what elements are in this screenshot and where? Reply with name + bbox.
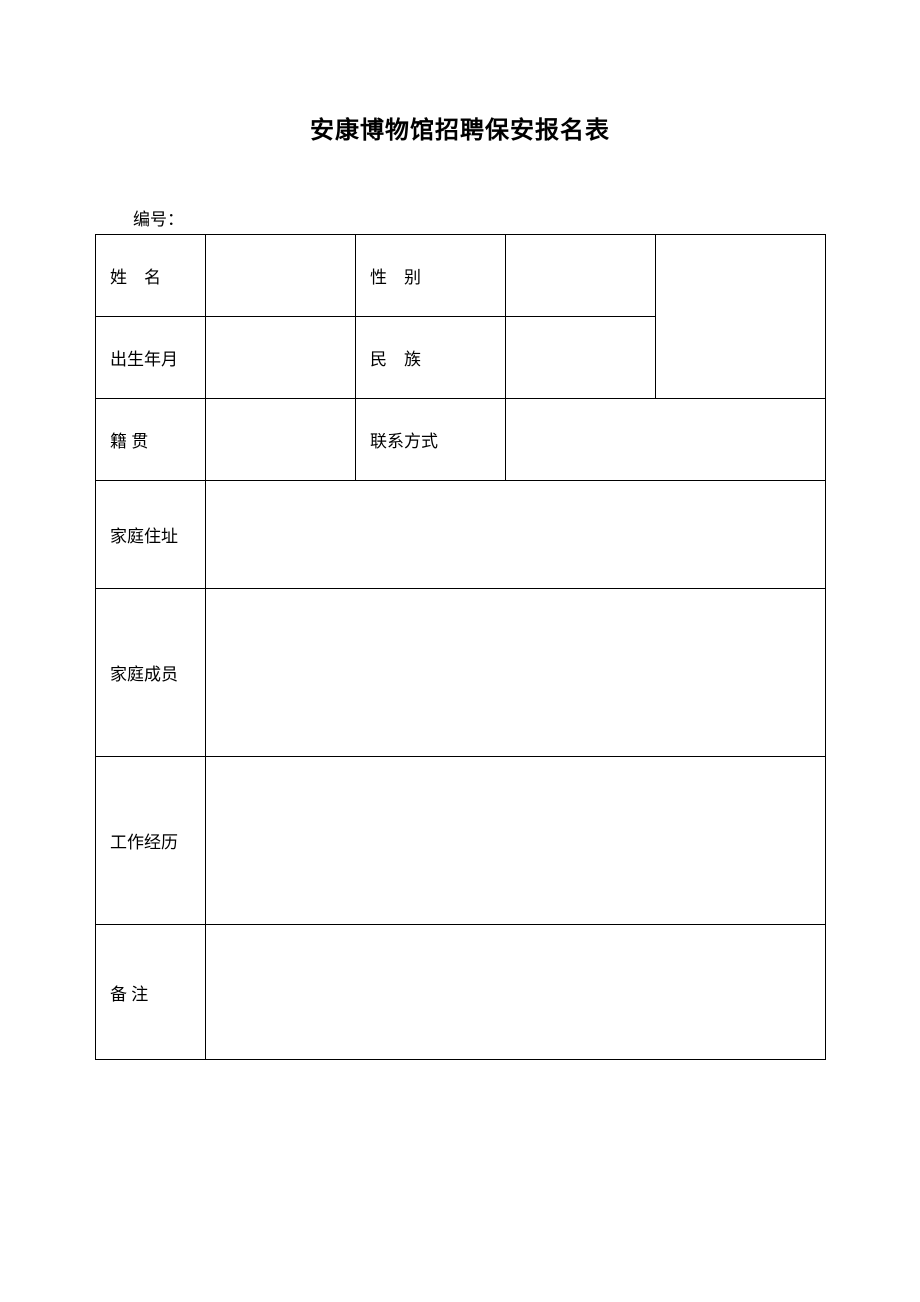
label-family: 家庭成员 [96, 589, 206, 757]
form-title: 安康博物馆招聘保安报名表 [95, 110, 825, 145]
row-family: 家庭成员 [96, 589, 826, 757]
row-name-gender: 姓 名 性 别 [96, 235, 826, 317]
serial-number-label: 编号： [133, 205, 825, 230]
row-native-contact: 籍 贯 联系方式 [96, 399, 826, 481]
label-gender: 性 别 [356, 235, 506, 317]
photo-cell [656, 235, 826, 399]
value-work-history [206, 757, 826, 925]
label-remarks: 备 注 [96, 925, 206, 1060]
row-remarks: 备 注 [96, 925, 826, 1060]
label-ethnicity: 民 族 [356, 317, 506, 399]
value-gender [506, 235, 656, 317]
value-name [206, 235, 356, 317]
value-ethnicity [506, 317, 656, 399]
value-family [206, 589, 826, 757]
value-native-place [206, 399, 356, 481]
row-address: 家庭住址 [96, 481, 826, 589]
value-address [206, 481, 826, 589]
row-work-history: 工作经历 [96, 757, 826, 925]
registration-form-table: 姓 名 性 别 出生年月 民 族 籍 贯 联系方式 家庭住址 家庭成员 [95, 234, 826, 1060]
value-birth [206, 317, 356, 399]
label-birth: 出生年月 [96, 317, 206, 399]
label-address: 家庭住址 [96, 481, 206, 589]
label-native-place: 籍 贯 [96, 399, 206, 481]
label-contact: 联系方式 [356, 399, 506, 481]
value-remarks [206, 925, 826, 1060]
value-contact [506, 399, 826, 481]
label-work-history: 工作经历 [96, 757, 206, 925]
label-name: 姓 名 [96, 235, 206, 317]
